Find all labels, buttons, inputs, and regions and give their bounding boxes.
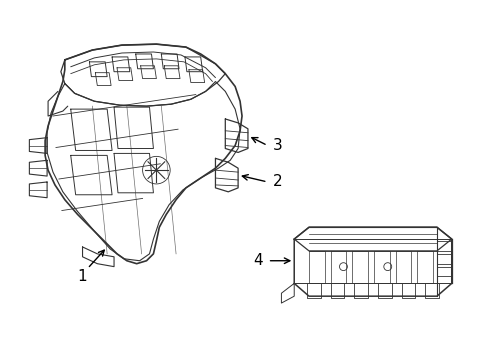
Text: 2: 2 [272,175,282,189]
Text: 3: 3 [272,138,282,153]
Text: 1: 1 [78,269,87,284]
Text: 4: 4 [252,253,262,268]
